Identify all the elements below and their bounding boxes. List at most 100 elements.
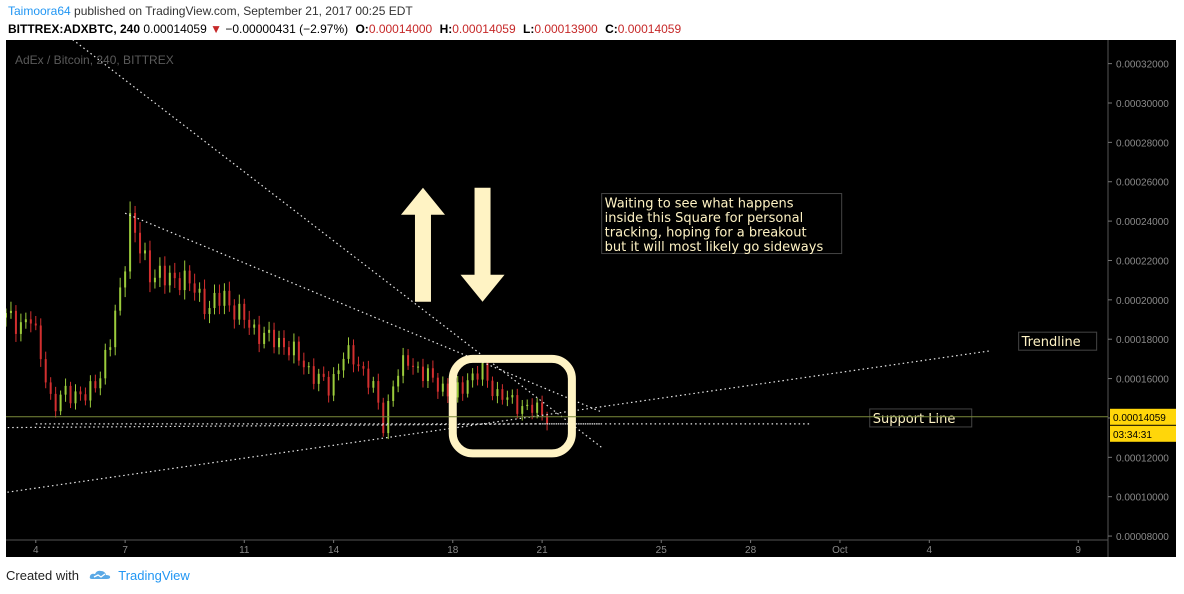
down-arrow-icon xyxy=(460,187,505,302)
candle-body xyxy=(491,380,494,397)
tradingview-link[interactable]: TradingView xyxy=(118,568,190,583)
price-change: −0.00000431 (−2.97%) xyxy=(225,22,349,36)
candle-body xyxy=(34,323,37,326)
candle-body xyxy=(337,370,340,375)
note-text-line: tracking, hoping for a breakout xyxy=(605,226,807,241)
candle-body xyxy=(248,319,251,328)
x-tick-label: 4 xyxy=(927,545,933,556)
candle-body xyxy=(402,355,405,376)
open-label: O: xyxy=(355,22,369,36)
y-tick-label: 0.00022000 xyxy=(1116,256,1169,267)
candle-body xyxy=(431,368,434,378)
high-value: 0.00014059 xyxy=(452,22,516,36)
candle-body xyxy=(506,397,509,400)
candle-body xyxy=(143,250,146,254)
candle-body xyxy=(178,278,181,291)
chart-title: AdEx / Bitcoin, 240, BITTREX xyxy=(15,53,174,67)
x-tick-label: 25 xyxy=(656,545,668,556)
x-tick-label: 28 xyxy=(745,545,757,556)
candle-body xyxy=(54,393,57,412)
line-label-box xyxy=(869,408,973,428)
y-tick-label: 0.00016000 xyxy=(1116,375,1169,386)
candle-body xyxy=(392,386,395,401)
candle-body xyxy=(382,402,385,434)
candle-body xyxy=(526,404,529,407)
candle-body xyxy=(148,250,151,283)
publish-info: Taimoora64 published on TradingView.com,… xyxy=(8,4,413,18)
note-box xyxy=(601,193,843,255)
y-tick-label: 0.00032000 xyxy=(1116,60,1169,71)
candle-body xyxy=(302,360,305,368)
candle-body xyxy=(114,310,117,348)
x-tick-label: 18 xyxy=(447,545,459,556)
candle-body xyxy=(173,272,176,279)
close-label: C: xyxy=(605,22,618,36)
candle-body xyxy=(19,322,22,334)
candle-body xyxy=(74,391,77,404)
candle-body xyxy=(158,265,161,278)
candle-body xyxy=(39,325,42,360)
candle-body xyxy=(188,270,191,284)
candle-body xyxy=(263,332,266,344)
candle-body xyxy=(129,212,132,272)
candle-body xyxy=(287,347,290,356)
candle-body xyxy=(297,341,300,361)
line-label-box xyxy=(1018,331,1098,351)
tradingview-cloud-icon[interactable] xyxy=(89,569,111,584)
author-link[interactable]: Taimoora64 xyxy=(8,4,71,18)
dotted-trend-line xyxy=(72,40,603,448)
candle-body xyxy=(198,288,201,293)
candle-body xyxy=(496,389,499,397)
candle-body xyxy=(44,359,47,383)
candle-body xyxy=(163,265,166,286)
y-tick-label: 0.00028000 xyxy=(1116,138,1169,149)
candle-body xyxy=(546,415,549,425)
close-value: 0.00014059 xyxy=(617,22,682,36)
candle-body xyxy=(357,364,360,367)
price-axis-bg xyxy=(1108,40,1176,557)
candle-body xyxy=(218,292,221,306)
candle-body xyxy=(84,394,87,401)
candle-body xyxy=(292,341,295,356)
x-tick-label: 11 xyxy=(239,545,250,556)
candle-body xyxy=(29,319,32,324)
candle-body xyxy=(238,303,241,320)
candle-body xyxy=(501,389,504,400)
published-text: published on TradingView.com, September … xyxy=(70,4,413,18)
candle-body xyxy=(407,355,410,366)
x-tick-label: 4 xyxy=(33,545,39,556)
y-tick-label: 0.00012000 xyxy=(1116,453,1169,464)
candle-body xyxy=(426,368,429,382)
candle-body xyxy=(109,347,112,350)
footer: Created with TradingView xyxy=(6,568,190,584)
candle-body xyxy=(183,270,186,291)
plot-area[interactable] xyxy=(6,40,1108,540)
candle-body xyxy=(6,313,7,318)
candle-body xyxy=(441,383,444,392)
candle-body xyxy=(24,319,27,323)
candle-body xyxy=(14,310,17,334)
candle-body xyxy=(327,376,330,396)
candle-body xyxy=(64,385,67,395)
price-chart[interactable]: AdEx / Bitcoin, 240, BITTREX Waiting to … xyxy=(6,40,1176,557)
candle-body xyxy=(312,366,315,384)
high-label: H: xyxy=(439,22,453,36)
candle-body xyxy=(193,283,196,293)
last-price-box xyxy=(1110,408,1176,425)
line-label-text: Support Line xyxy=(873,412,956,427)
last-price-label: 0.00014059 xyxy=(1113,413,1166,424)
candle-body xyxy=(69,385,72,404)
candle-body xyxy=(59,394,62,412)
x-tick-label: 9 xyxy=(1075,545,1081,556)
candle-body xyxy=(139,232,142,254)
candle-body xyxy=(282,337,285,348)
candle-body xyxy=(89,381,92,401)
candle-body xyxy=(476,373,479,380)
note-text-line: Waiting to see what happens xyxy=(605,197,794,212)
candle-body xyxy=(153,277,156,283)
candle-body xyxy=(203,288,206,315)
chart-container[interactable]: AdEx / Bitcoin, 240, BITTREX Waiting to … xyxy=(6,40,1176,557)
low-value: 0.00013900 xyxy=(534,22,598,36)
candle-body xyxy=(541,402,544,416)
candle-body xyxy=(347,345,350,359)
